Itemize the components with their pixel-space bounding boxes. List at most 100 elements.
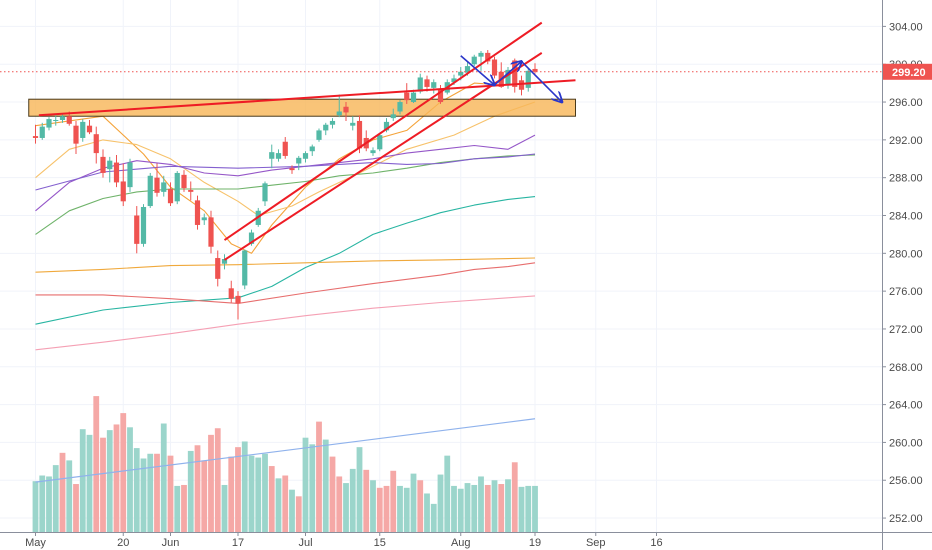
volume-bar [329,456,336,533]
x-tick-label: Jun [162,537,180,549]
candle-body [410,92,417,103]
candle-body [154,177,160,193]
x-tick-label: Sep [586,537,606,549]
candle-body [188,189,194,192]
candle [140,204,147,247]
candle-body [478,52,484,57]
volume-bar [383,485,390,533]
candle-body [66,116,72,124]
volume-bar [491,480,498,533]
candle [410,89,417,103]
volume-bar [478,476,484,533]
candle-body [215,258,221,279]
volume-bar [167,455,174,533]
candle-body [505,69,511,86]
candle [309,144,315,156]
candle-body [343,106,349,113]
x-tick-label: 15 [374,537,386,549]
candle-body [397,102,403,112]
volume-bar [451,485,457,533]
zone-rectangle[interactable] [28,98,576,117]
volume-bar [106,430,113,533]
candle-body [289,168,295,171]
candle [282,137,288,159]
volume-bar [127,427,133,533]
volume-bar [336,476,343,533]
volume-bar [397,485,403,533]
candle [86,120,93,135]
candle-body [518,80,525,90]
volume-bar [430,503,437,533]
projection-path[interactable] [460,55,563,102]
candle-body [32,136,39,138]
candle [336,94,342,118]
volume-bar [181,484,187,533]
volume-bar [417,480,424,533]
candle-body [491,59,498,76]
trendline[interactable] [223,52,543,261]
candle-body [383,121,390,131]
x-tick-label: May [25,537,46,549]
candle [113,154,120,188]
projection-arrow[interactable] [460,55,495,85]
volume-bar [86,434,93,533]
y-tick-label: 276.00 [889,286,923,298]
volume-bar [444,455,451,533]
candle-body [485,52,491,62]
candle-body [59,116,66,121]
projection-arrow[interactable] [493,61,522,86]
candle-body [329,120,336,125]
candle-body [302,153,309,159]
volume-bar [248,455,255,533]
candle-body [46,119,52,128]
volume-bar [370,480,376,533]
volume-bar [241,441,248,533]
x-tick-label: 19 [529,537,541,549]
volume-bar [255,457,262,533]
candle [134,206,140,254]
candle-body [181,174,187,189]
x-tick-label: 20 [117,537,129,549]
candle [512,58,518,93]
candle [73,120,79,155]
candle [471,54,477,67]
candle [228,280,234,303]
volume-bar [39,475,46,533]
candle-body [512,60,518,87]
volume-bar [525,485,532,533]
volume-bar [113,424,120,533]
volume-bar [457,488,464,533]
candle [174,171,180,205]
candle [201,213,207,225]
candle [269,144,275,169]
candle [485,50,491,65]
moving-average-line [35,134,536,212]
y-tick-label: 252.00 [889,513,923,525]
trendline[interactable] [223,21,543,241]
candle [397,100,403,115]
candle-body [86,125,93,133]
volume-bar [532,485,538,533]
candle-body [262,183,268,202]
moving-average-line [35,153,536,191]
support-zone[interactable] [28,98,576,117]
candle-body [120,181,126,202]
candle-body [275,153,282,159]
volume-bar [498,484,505,533]
y-tick-label: 296.00 [889,97,923,109]
last-price-label: 299.20 [892,67,926,79]
volume-bar [343,483,349,533]
candle [525,68,531,92]
trendlines[interactable] [38,21,576,261]
candle-body [134,215,140,244]
candle [127,158,133,192]
volume-bar [390,470,397,533]
candle-body [113,162,120,183]
candle-body [201,217,207,221]
y-tick-label: 280.00 [889,248,923,260]
volume-bar [120,413,127,533]
volume-bar [133,448,140,533]
candle [167,182,174,207]
projection-arrow[interactable] [520,60,563,102]
